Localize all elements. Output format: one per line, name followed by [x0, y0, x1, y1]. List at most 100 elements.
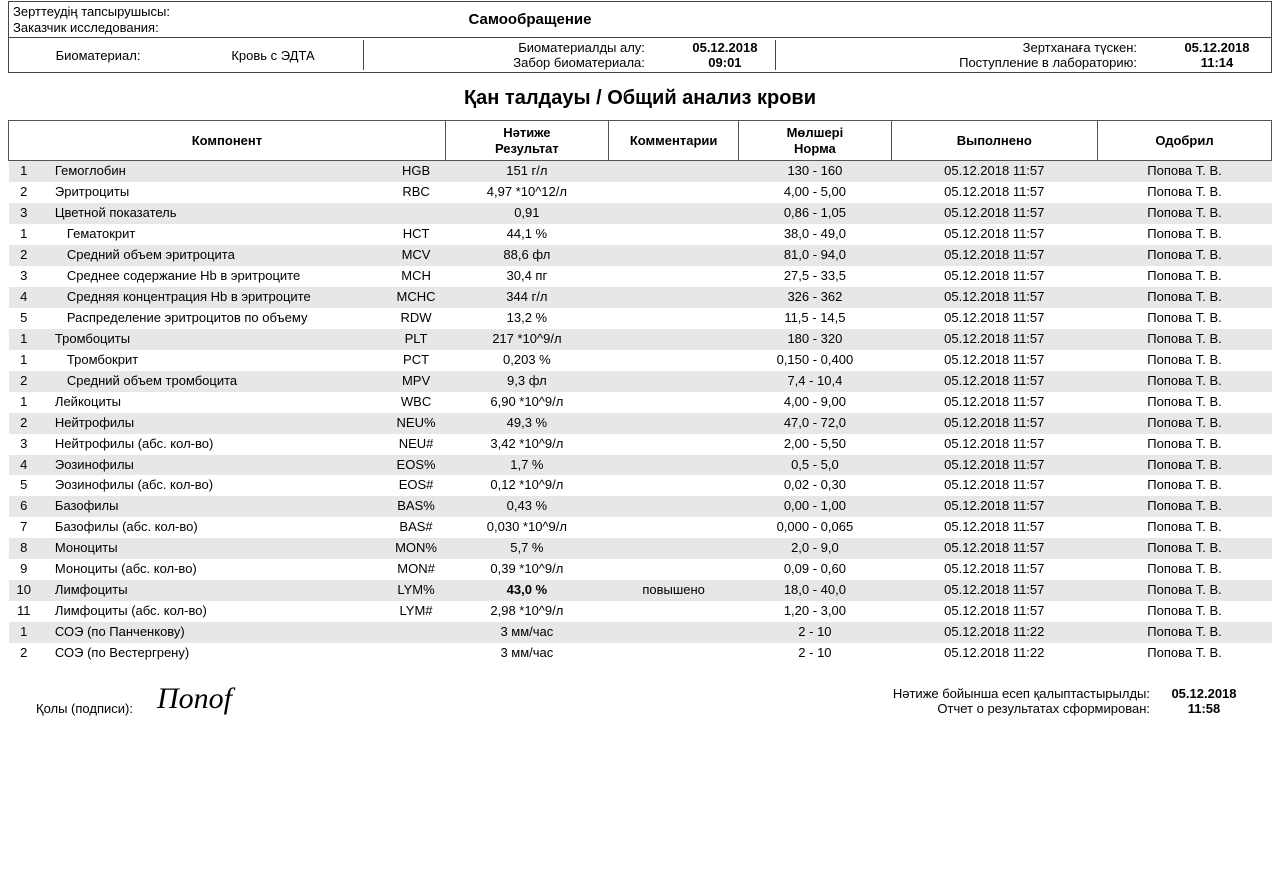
- cell-code: PCT: [387, 350, 446, 371]
- cell-comment: [608, 287, 738, 308]
- cell-comment: [608, 517, 738, 538]
- cell-norm: 11,5 - 14,5: [739, 308, 891, 329]
- cell-num: 1: [9, 224, 39, 245]
- cell-result: 3 мм/час: [445, 622, 608, 643]
- cell-performed: 05.12.2018 11:57: [891, 161, 1098, 182]
- cell-norm: 0,86 - 1,05: [739, 203, 891, 224]
- cell-code: RBC: [387, 182, 446, 203]
- cell-code: EOS%: [387, 455, 446, 476]
- cell-result: 6,90 *10^9/л: [445, 392, 608, 413]
- results-table: Компонент Нәтиже Результат Комментарии М…: [8, 120, 1272, 664]
- cell-performed: 05.12.2018 11:57: [891, 517, 1098, 538]
- signature: Попоf: [157, 682, 232, 716]
- biomaterial-label: Биоматериал:: [13, 40, 183, 70]
- signature-label: Қолы (подписи):: [36, 701, 133, 716]
- cell-component: Лимфоциты (абс. кол-во): [39, 601, 387, 622]
- cell-performed: 05.12.2018 11:22: [891, 643, 1098, 664]
- cell-code: EOS#: [387, 475, 446, 496]
- cell-result: 4,97 *10^12/л: [445, 182, 608, 203]
- table-row: 4Средняя концентрация Hb в эритроцитеMCH…: [9, 287, 1272, 308]
- receipt-label-kk: Зертханаға түскен:: [786, 40, 1137, 55]
- cell-approved: Попова Т. В.: [1098, 266, 1272, 287]
- cell-result: 30,4 пг: [445, 266, 608, 287]
- cell-result: 0,030 *10^9/л: [445, 517, 608, 538]
- cell-code: LYM%: [387, 580, 446, 601]
- cell-approved: Попова Т. В.: [1098, 224, 1272, 245]
- cell-component: Распределение эритроцитов по объему: [39, 308, 387, 329]
- cell-comment: [608, 371, 738, 392]
- table-row: 3Среднее содержание Hb в эритроцитеMCH30…: [9, 266, 1272, 287]
- cell-norm: 0,09 - 0,60: [739, 559, 891, 580]
- cell-norm: 180 - 320: [739, 329, 891, 350]
- table-header-row: Компонент Нәтиже Результат Комментарии М…: [9, 121, 1272, 161]
- cell-norm: 38,0 - 49,0: [739, 224, 891, 245]
- cell-code: MON%: [387, 538, 446, 559]
- table-row: 1ГематокритHCT44,1 %38,0 - 49,005.12.201…: [9, 224, 1272, 245]
- cell-approved: Попова Т. В.: [1098, 371, 1272, 392]
- table-row: 10ЛимфоцитыLYM%43,0 %повышено18,0 - 40,0…: [9, 580, 1272, 601]
- cell-approved: Попова Т. В.: [1098, 601, 1272, 622]
- cell-result: 49,3 %: [445, 413, 608, 434]
- cell-performed: 05.12.2018 11:57: [891, 350, 1098, 371]
- cell-norm: 4,00 - 9,00: [739, 392, 891, 413]
- cell-comment: повышено: [608, 580, 738, 601]
- cell-comment: [608, 392, 738, 413]
- cell-result: 344 г/л: [445, 287, 608, 308]
- cell-norm: 2,0 - 9,0: [739, 538, 891, 559]
- report-label-kk: Нәтиже бойынша есеп қалыптастырылды:: [893, 686, 1150, 701]
- report-label-ru: Отчет о результатах сформирован:: [937, 701, 1150, 716]
- collection-cell: Биоматериалды алу:05.12.2018 Забор биома…: [363, 40, 775, 70]
- cell-component: Тромбоциты: [39, 329, 387, 350]
- cell-code: MON#: [387, 559, 446, 580]
- cell-component: Гематокрит: [39, 224, 387, 245]
- cell-result: 5,7 %: [445, 538, 608, 559]
- table-row: 5Распределение эритроцитов по объемуRDW1…: [9, 308, 1272, 329]
- report-time: 11:58: [1164, 701, 1244, 716]
- cell-component: Эритроциты: [39, 182, 387, 203]
- cell-num: 11: [9, 601, 39, 622]
- cell-comment: [608, 266, 738, 287]
- cell-norm: 7,4 - 10,4: [739, 371, 891, 392]
- cell-code: NEU%: [387, 413, 446, 434]
- cell-num: 2: [9, 371, 39, 392]
- cell-num: 3: [9, 266, 39, 287]
- th-comment: Комментарии: [608, 121, 738, 161]
- cell-code: BAS%: [387, 496, 446, 517]
- cell-component: Эозинофилы: [39, 455, 387, 476]
- cell-num: 4: [9, 455, 39, 476]
- cell-approved: Попова Т. В.: [1098, 559, 1272, 580]
- cell-component: Базофилы (абс. кол-во): [39, 517, 387, 538]
- table-row: 2Средний объем эритроцитаMCV88,6 фл81,0 …: [9, 245, 1272, 266]
- collection-label-kk: Биоматериалды алу:: [374, 40, 645, 55]
- cell-approved: Попова Т. В.: [1098, 475, 1272, 496]
- cell-num: 10: [9, 580, 39, 601]
- cell-component: Нейтрофилы (абс. кол-во): [39, 434, 387, 455]
- cell-approved: Попова Т. В.: [1098, 413, 1272, 434]
- cell-code: BAS#: [387, 517, 446, 538]
- biomaterial-value: Кровь с ЭДТА: [183, 40, 363, 70]
- cell-code: [387, 643, 446, 664]
- cell-component: Моноциты (абс. кол-во): [39, 559, 387, 580]
- cell-result: 151 г/л: [445, 161, 608, 182]
- cell-performed: 05.12.2018 11:57: [891, 287, 1098, 308]
- cell-norm: 130 - 160: [739, 161, 891, 182]
- cell-comment: [608, 161, 738, 182]
- cell-approved: Попова Т. В.: [1098, 287, 1272, 308]
- cell-component: Средняя концентрация Hb в эритроците: [39, 287, 387, 308]
- cell-comment: [608, 475, 738, 496]
- report-date: 05.12.2018: [1164, 686, 1244, 701]
- requester-row: Зерттеудің тапсырушысы: Заказчик исследо…: [9, 2, 1271, 38]
- th-component: Компонент: [9, 121, 446, 161]
- cell-num: 2: [9, 182, 39, 203]
- cell-num: 2: [9, 413, 39, 434]
- cell-norm: 1,20 - 3,00: [739, 601, 891, 622]
- cell-component: Средний объем тромбоцита: [39, 371, 387, 392]
- table-row: 5Эозинофилы (абс. кол-во)EOS#0,12 *10^9/…: [9, 475, 1272, 496]
- cell-component: Средний объем эритроцита: [39, 245, 387, 266]
- cell-norm: 0,150 - 0,400: [739, 350, 891, 371]
- cell-component: Среднее содержание Hb в эритроците: [39, 266, 387, 287]
- cell-performed: 05.12.2018 11:57: [891, 329, 1098, 350]
- cell-num: 9: [9, 559, 39, 580]
- th-norm: Мөлшері Норма: [739, 121, 891, 161]
- cell-code: PLT: [387, 329, 446, 350]
